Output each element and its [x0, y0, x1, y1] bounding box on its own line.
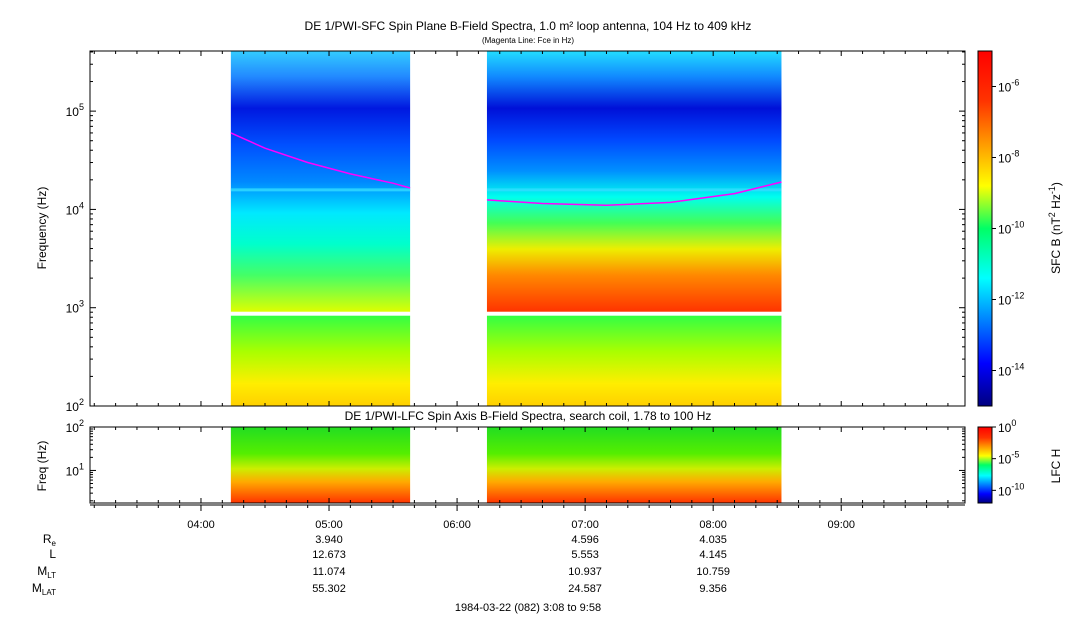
- sfc-interference-line: [486, 188, 782, 192]
- sfc-colorbar-tick-label: 10-6: [998, 78, 1019, 95]
- ephemeris-table: Re 3.940 4.596 4.035 L 12.673 5.553 4.145 MLT 11.…: [32, 532, 730, 597]
- lfc-panel: 101 102 Freq (Hz): [35, 418, 966, 504]
- sfc-spectrogram-blocks: [230, 51, 782, 406]
- lfc-colorbar-tick-label: 100: [998, 418, 1016, 435]
- lfc-y-ticks: 101 102: [66, 418, 965, 502]
- ephemeris-value: 24.587: [568, 583, 602, 595]
- sfc-colorbar-tick-label: 10-8: [998, 149, 1019, 166]
- sfc-y-tick-label: 105: [66, 102, 84, 119]
- sfc-subtitle: (Magenta Line: Fce in Hz): [482, 36, 574, 45]
- footer-date: 1984-03-22 (082) 3:08 to 9:58: [455, 602, 601, 614]
- sfc-y-label: Frequency (Hz): [35, 187, 49, 270]
- ephemeris-value: 9.356: [699, 583, 727, 595]
- time-tick-label: 04:00: [187, 519, 215, 531]
- sfc-y-tick-label: 104: [66, 200, 84, 217]
- ephemeris-value: 55.302: [312, 583, 346, 595]
- ephemeris-value: 12.673: [312, 549, 346, 561]
- ephemeris-label: MLAT: [32, 581, 56, 597]
- sfc-lower-band: [230, 315, 411, 406]
- sfc-upper-band: [230, 51, 411, 312]
- lfc-spectrogram-blocks: [230, 427, 782, 503]
- time-axis: 04:00 05:00 06:00 07:00 08:00 09:00: [90, 51, 965, 531]
- ephemeris-value: 5.553: [571, 549, 599, 561]
- ephemeris-value: 4.145: [699, 549, 727, 561]
- fce-line: [486, 181, 782, 207]
- lfc-band: [486, 427, 782, 503]
- ephemeris-value: 4.035: [699, 534, 727, 546]
- lfc-colorbar-tick-label: 10-10: [998, 481, 1024, 498]
- time-tick-label: 08:00: [699, 519, 727, 531]
- ephemeris-value: 4.596: [571, 534, 599, 546]
- sfc-colorbar-tick-label: 10-10: [998, 220, 1024, 237]
- sfc-colorbar-tick-label: 10-14: [998, 362, 1024, 379]
- sfc-title: DE 1/PWI-SFC Spin Plane B-Field Spectra,…: [305, 19, 752, 33]
- time-tick-label: 05:00: [315, 519, 343, 531]
- sfc-colorbar-tick-label: 10-12: [998, 291, 1024, 308]
- ephemeris-value: 11.074: [313, 566, 346, 578]
- lfc-y-tick-label: 102: [66, 418, 84, 435]
- ephemeris-value: 10.937: [568, 566, 602, 578]
- ephemeris-value: 3.940: [315, 534, 343, 546]
- lfc-band: [230, 427, 411, 503]
- sfc-y-ticks: 102 103 104 105: [66, 51, 965, 414]
- ephemeris-label: MLT: [37, 564, 56, 580]
- lfc-title: DE 1/PWI-LFC Spin Axis B-Field Spectra, …: [345, 409, 712, 423]
- time-tick-label: 07:00: [571, 519, 599, 531]
- sfc-colorbar-label: SFC B (nT2 Hz-1): [1047, 182, 1063, 274]
- sfc-interference-line: [230, 188, 411, 192]
- lfc-colorbar: 100 10-5 10-10 LFC H: [977, 418, 1063, 504]
- ephemeris-label: L: [49, 547, 56, 561]
- sfc-y-tick-label: 102: [66, 397, 84, 414]
- lfc-y-label: Freq (Hz): [35, 441, 49, 492]
- sfc-colorbar: 10-6 10-8 10-10 10-12 10-14 SFC B (nT2 Hz-1): [977, 50, 1063, 407]
- sfc-upper-band: [486, 51, 782, 312]
- sfc-colorbar-ticks: 10-6 10-8 10-10 10-12 10-14: [992, 78, 1024, 379]
- sfc-y-tick-label: 103: [66, 299, 84, 316]
- lfc-colorbar-ticks: 100 10-5 10-10: [992, 418, 1024, 498]
- ephemeris-value: 10.759: [696, 566, 730, 578]
- time-tick-label: 09:00: [827, 519, 855, 531]
- lfc-colorbar-tick-label: 10-5: [998, 450, 1019, 467]
- sfc-panel: 102 103 104 105 Frequency (Hz): [35, 50, 966, 414]
- time-tick-label: 06:00: [443, 519, 471, 531]
- lfc-colorbar-label: LFC H: [1049, 449, 1063, 484]
- fce-line: [230, 132, 411, 189]
- sfc-lower-band: [486, 315, 782, 406]
- lfc-y-tick-label: 101: [66, 461, 84, 478]
- ephemeris-label: Re: [43, 532, 57, 548]
- fce-line-group: [230, 132, 782, 207]
